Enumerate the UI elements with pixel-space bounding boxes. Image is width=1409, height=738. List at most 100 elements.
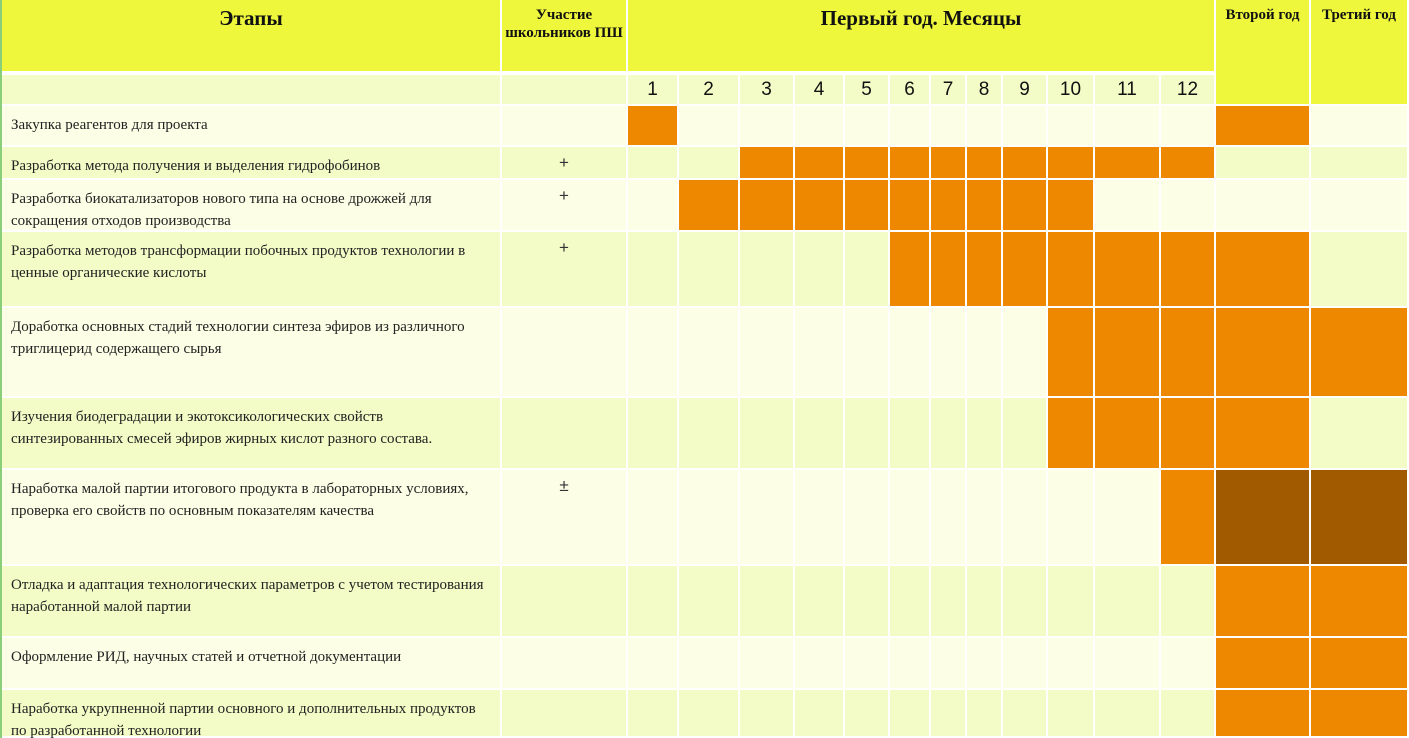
- gantt-empty-row-8-month-5: [845, 566, 888, 636]
- gantt-empty-row-5-month-9: [1003, 308, 1046, 396]
- gantt-empty-row-10-month-5: [845, 690, 888, 736]
- stage-name-row-3: Разработка биокатализаторов нового типа …: [2, 180, 500, 230]
- gantt-empty-row-5-month-3: [740, 308, 793, 396]
- gantt-bar-row-2-month-8: [967, 147, 1001, 178]
- gantt-bar-row-6-month-12: [1161, 398, 1214, 468]
- gantt-year2-row-6: [1216, 398, 1309, 468]
- gantt-empty-row-10-month-3: [740, 690, 793, 736]
- gantt-empty-row-10-month-7: [931, 690, 965, 736]
- stage-name-row-8: Отладка и адаптация технологических пара…: [2, 566, 500, 636]
- gantt-year2-row-9: [1216, 638, 1309, 688]
- gantt-empty-row-8-month-11: [1095, 566, 1159, 636]
- participation-mark-row-5: [502, 308, 626, 396]
- gantt-year2-row-1: [1216, 106, 1309, 145]
- gantt-empty-row-7-month-9: [1003, 470, 1046, 564]
- gantt-empty-row-8-month-2: [679, 566, 738, 636]
- month-3: 3: [740, 75, 793, 104]
- gantt-year3-row-2: [1311, 147, 1407, 178]
- participation-mark-row-8: [502, 566, 626, 636]
- month-6: 6: [890, 75, 929, 104]
- participation-mark-row-2: +: [502, 147, 626, 178]
- gantt-empty-row-10-month-12: [1161, 690, 1214, 736]
- gantt-empty-row-10-month-6: [890, 690, 929, 736]
- gantt-empty-row-3-month-11: [1095, 180, 1159, 230]
- gantt-year3-row-9: [1311, 638, 1407, 688]
- month-7: 7: [931, 75, 965, 104]
- gantt-empty-row-7-month-5: [845, 470, 888, 564]
- header-third-year: Третий год: [1311, 0, 1407, 104]
- gantt-empty-row-4-month-2: [679, 232, 738, 306]
- gantt-year3-row-10: [1311, 690, 1407, 736]
- gantt-empty-row-8-month-8: [967, 566, 1001, 636]
- gantt-empty-row-5-month-4: [795, 308, 843, 396]
- gantt-empty-row-9-month-12: [1161, 638, 1214, 688]
- month-4: 4: [795, 75, 843, 104]
- month-8: 8: [967, 75, 1001, 104]
- gantt-year2-row-8: [1216, 566, 1309, 636]
- gantt-empty-row-6-month-8: [967, 398, 1001, 468]
- participation-mark-row-3: +: [502, 180, 626, 230]
- gantt-year2-row-3: [1216, 180, 1309, 230]
- gantt-year3-row-1: [1311, 106, 1407, 145]
- gantt-empty-row-9-month-4: [795, 638, 843, 688]
- gantt-bar-row-4-month-9: [1003, 232, 1046, 306]
- gantt-empty-row-9-month-11: [1095, 638, 1159, 688]
- gantt-empty-row-9-month-3: [740, 638, 793, 688]
- header-second-year: Второй год: [1216, 0, 1309, 104]
- participation-mark-row-9: [502, 638, 626, 688]
- gantt-year2-row-2: [1216, 147, 1309, 178]
- gantt-empty-row-10-month-8: [967, 690, 1001, 736]
- gantt-bar-row-3-month-3: [740, 180, 793, 230]
- gantt-empty-row-6-month-3: [740, 398, 793, 468]
- header-participation: Участие школьников ПШ: [502, 0, 626, 71]
- gantt-bar-row-3-month-5: [845, 180, 888, 230]
- gantt-empty-row-7-month-6: [890, 470, 929, 564]
- gantt-empty-row-10-month-11: [1095, 690, 1159, 736]
- gantt-empty-row-10-month-9: [1003, 690, 1046, 736]
- header-first-year: Первый год. Месяцы: [628, 0, 1214, 71]
- gantt-bar-row-5-month-11: [1095, 308, 1159, 396]
- participation-mark-row-6: [502, 398, 626, 468]
- gantt-year2-row-7: [1216, 470, 1309, 564]
- gantt-empty-row-8-month-1: [628, 566, 677, 636]
- month-5: 5: [845, 75, 888, 104]
- gantt-empty-row-5-month-1: [628, 308, 677, 396]
- gantt-bar-row-2-month-3: [740, 147, 793, 178]
- gantt-bar-row-2-month-7: [931, 147, 965, 178]
- gantt-bar-row-2-month-11: [1095, 147, 1159, 178]
- gantt-bar-row-6-month-11: [1095, 398, 1159, 468]
- gantt-empty-row-9-month-10: [1048, 638, 1093, 688]
- gantt-empty-row-1-month-7: [931, 106, 965, 145]
- gantt-empty-row-3-month-1: [628, 180, 677, 230]
- gantt-bar-row-4-month-7: [931, 232, 965, 306]
- gantt-bar-row-2-month-6: [890, 147, 929, 178]
- gantt-empty-row-9-month-7: [931, 638, 965, 688]
- gantt-empty-row-4-month-4: [795, 232, 843, 306]
- gantt-empty-row-9-month-1: [628, 638, 677, 688]
- stage-name-row-10: Наработка укрупненной партии основного и…: [2, 690, 500, 738]
- stage-name-row-2: Разработка метода получения и выделения …: [2, 147, 500, 178]
- gantt-bar-row-4-month-12: [1161, 232, 1214, 306]
- stage-name-row-9: Оформление РИД, научных статей и отчетно…: [2, 638, 500, 688]
- gantt-bar-row-2-month-9: [1003, 147, 1046, 178]
- gantt-year3-row-8: [1311, 566, 1407, 636]
- gantt-bar-row-3-month-8: [967, 180, 1001, 230]
- gantt-empty-row-1-month-4: [795, 106, 843, 145]
- gantt-empty-row-8-month-9: [1003, 566, 1046, 636]
- gantt-empty-row-1-month-11: [1095, 106, 1159, 145]
- gantt-bar-row-5-month-10: [1048, 308, 1093, 396]
- gantt-empty-row-5-month-5: [845, 308, 888, 396]
- gantt-bar-row-3-month-10: [1048, 180, 1093, 230]
- gantt-empty-row-6-month-7: [931, 398, 965, 468]
- month-10: 10: [1048, 75, 1093, 104]
- gantt-empty-row-9-month-8: [967, 638, 1001, 688]
- gantt-empty-row-6-month-5: [845, 398, 888, 468]
- gantt-empty-row-9-month-6: [890, 638, 929, 688]
- gantt-empty-row-7-month-1: [628, 470, 677, 564]
- gantt-year2-row-10: [1216, 690, 1309, 736]
- gantt-empty-row-4-month-5: [845, 232, 888, 306]
- stage-name-row-7: Наработка малой партии итогового продукт…: [2, 470, 500, 564]
- month-row-stage-cell: [2, 75, 500, 104]
- gantt-empty-row-8-month-10: [1048, 566, 1093, 636]
